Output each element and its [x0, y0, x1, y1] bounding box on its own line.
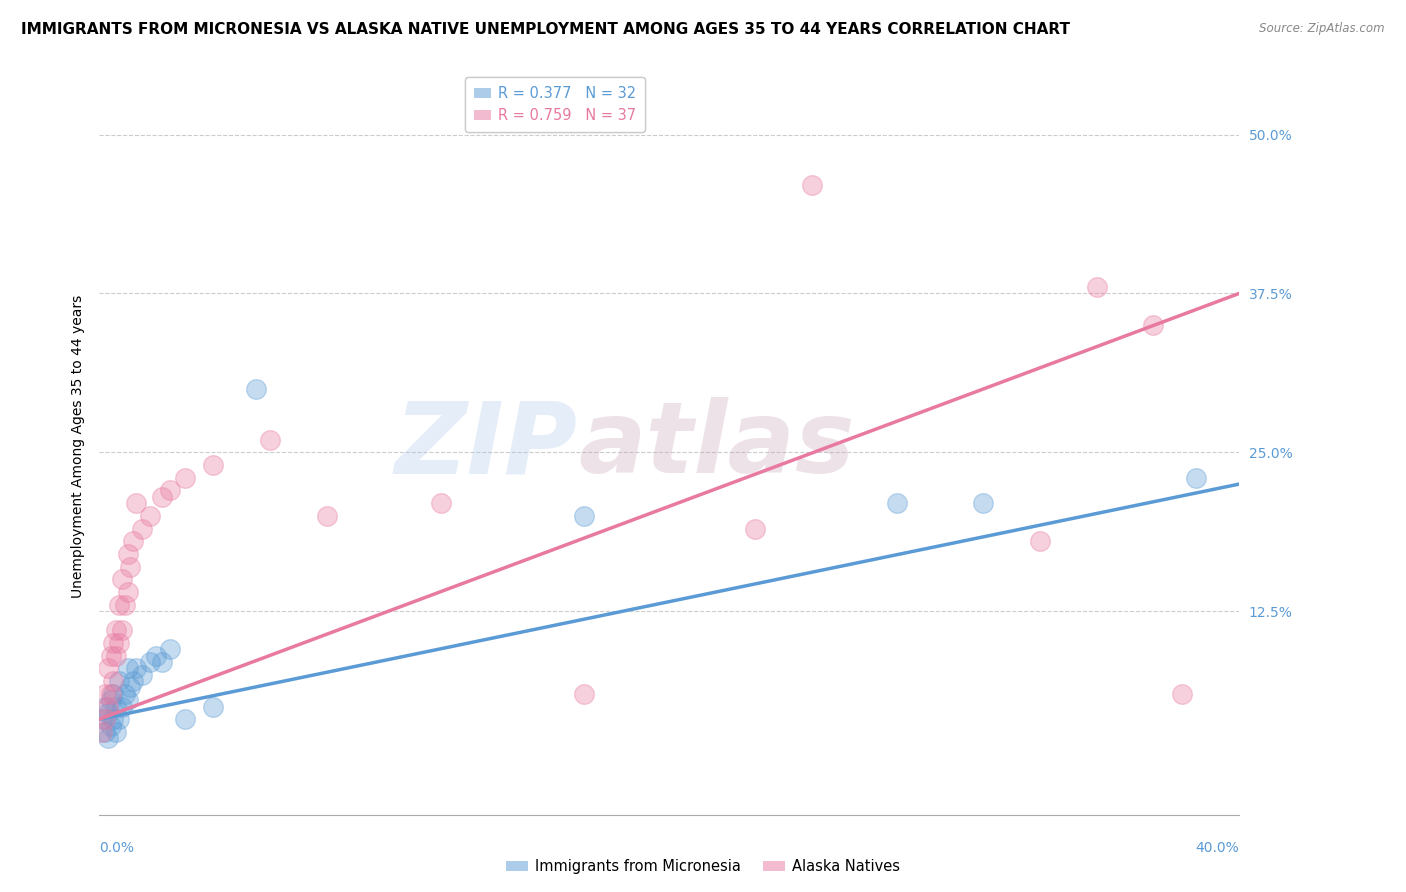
- Point: [108, 712, 131, 726]
- Point: [103, 636, 125, 650]
- Point: [131, 667, 153, 681]
- Point: [800, 178, 823, 193]
- Point: [316, 508, 339, 523]
- Point: [111, 573, 134, 587]
- Text: IMMIGRANTS FROM MICRONESIA VS ALASKA NATIVE UNEMPLOYMENT AMONG AGES 35 TO 44 YEA: IMMIGRANTS FROM MICRONESIA VS ALASKA NAT…: [21, 22, 1070, 37]
- Point: [572, 508, 595, 523]
- Point: [572, 687, 595, 701]
- Point: [117, 585, 139, 599]
- Point: [125, 661, 148, 675]
- Point: [100, 687, 122, 701]
- Point: [150, 490, 173, 504]
- Point: [117, 661, 139, 675]
- Point: [120, 681, 142, 695]
- Point: [139, 508, 162, 523]
- Point: [114, 598, 136, 612]
- Point: [139, 655, 162, 669]
- Point: [108, 598, 131, 612]
- Point: [103, 674, 125, 689]
- Text: atlas: atlas: [578, 398, 855, 494]
- Point: [97, 706, 120, 720]
- Point: [105, 725, 128, 739]
- Point: [122, 674, 145, 689]
- Point: [125, 496, 148, 510]
- Legend: Immigrants from Micronesia, Alaska Natives: Immigrants from Micronesia, Alaska Nativ…: [501, 854, 905, 880]
- Point: [131, 522, 153, 536]
- Point: [97, 661, 120, 675]
- Point: [108, 674, 131, 689]
- Point: [91, 725, 114, 739]
- Y-axis label: Unemployment Among Ages 35 to 44 years: Unemployment Among Ages 35 to 44 years: [72, 294, 86, 598]
- Point: [1185, 471, 1208, 485]
- Point: [117, 547, 139, 561]
- Point: [108, 636, 131, 650]
- Point: [972, 496, 994, 510]
- Point: [122, 534, 145, 549]
- Point: [1142, 318, 1164, 333]
- Point: [100, 648, 122, 663]
- Point: [94, 687, 117, 701]
- Point: [105, 648, 128, 663]
- Point: [94, 712, 117, 726]
- Point: [744, 522, 766, 536]
- Point: [94, 725, 117, 739]
- Point: [245, 382, 267, 396]
- Point: [159, 642, 181, 657]
- Point: [1085, 280, 1108, 294]
- Point: [120, 559, 142, 574]
- Point: [202, 699, 225, 714]
- Point: [100, 718, 122, 732]
- Point: [117, 693, 139, 707]
- Point: [886, 496, 908, 510]
- Point: [145, 648, 167, 663]
- Point: [103, 687, 125, 701]
- Point: [100, 693, 122, 707]
- Point: [105, 624, 128, 638]
- Point: [97, 699, 120, 714]
- Point: [1028, 534, 1050, 549]
- Point: [105, 699, 128, 714]
- Point: [150, 655, 173, 669]
- Point: [259, 433, 281, 447]
- Point: [111, 699, 134, 714]
- Point: [111, 624, 134, 638]
- Point: [97, 731, 120, 746]
- Point: [103, 712, 125, 726]
- Point: [173, 471, 195, 485]
- Point: [114, 687, 136, 701]
- Point: [202, 458, 225, 472]
- Point: [430, 496, 453, 510]
- Text: ZIP: ZIP: [395, 398, 578, 494]
- Point: [1171, 687, 1194, 701]
- Legend: R = 0.377   N = 32, R = 0.759   N = 37: R = 0.377 N = 32, R = 0.759 N = 37: [465, 78, 645, 132]
- Point: [159, 483, 181, 498]
- Point: [173, 712, 195, 726]
- Text: 0.0%: 0.0%: [100, 841, 134, 855]
- Point: [94, 699, 117, 714]
- Point: [91, 712, 114, 726]
- Text: Source: ZipAtlas.com: Source: ZipAtlas.com: [1260, 22, 1385, 36]
- Text: 40.0%: 40.0%: [1195, 841, 1239, 855]
